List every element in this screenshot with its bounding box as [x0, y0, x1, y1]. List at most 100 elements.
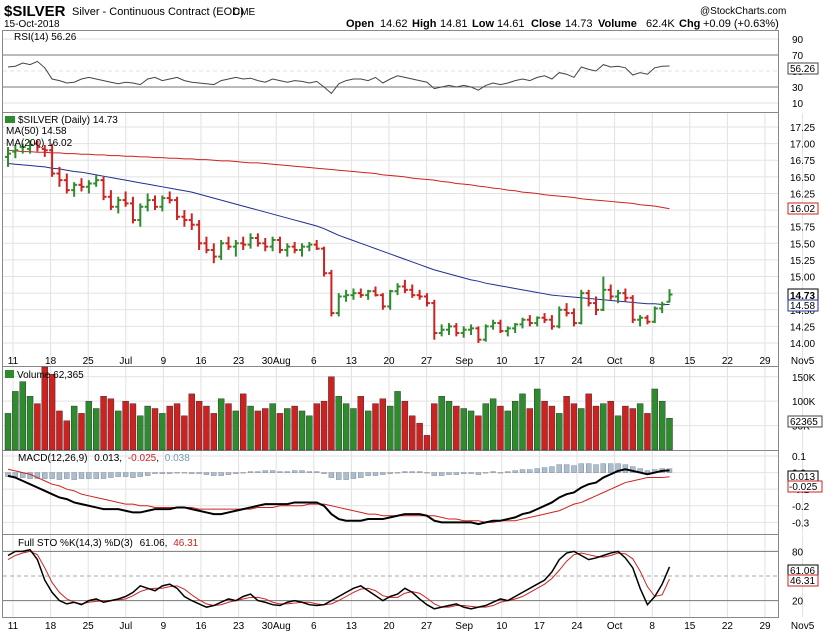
macd-histogram-bar [549, 466, 555, 473]
ohlc-bar [225, 236, 232, 250]
volume-bar [416, 422, 423, 451]
x-tick-label: 30Aug [262, 356, 291, 367]
volume-bar [4, 413, 12, 451]
ohlc-bar [460, 326, 467, 338]
price-tick-label: 15.75 [790, 223, 815, 234]
x-tick-label: 16 [195, 356, 207, 367]
price-tick-label: 17.00 [790, 140, 815, 151]
volume-bar [651, 388, 658, 451]
volume-legend-swatch [5, 370, 14, 378]
volume-bar [284, 408, 291, 451]
volume-label: Volume [598, 18, 637, 30]
ohlc-bar [475, 326, 482, 343]
macd-histogram-bar [519, 469, 526, 473]
ohlc-bar [343, 289, 350, 302]
price-tick-label: 14.00 [790, 339, 815, 350]
ohlc-bar [534, 316, 541, 327]
macd-histogram-bar [255, 471, 261, 473]
ohlc-bar [188, 213, 195, 231]
svg-text:56.26: 56.26 [790, 64, 815, 75]
ohlc-bar [637, 315, 644, 327]
x-tick-label: Jul [119, 621, 132, 632]
x-tick-label: 23 [233, 356, 245, 367]
x-tick-label: 17 [534, 621, 546, 632]
volume-bar [379, 398, 387, 451]
ohlc-bar [63, 173, 70, 194]
macd-histogram-bar [86, 472, 92, 479]
rsi-tick-label: 90 [792, 35, 804, 46]
open-value: 14.62 [380, 18, 408, 30]
volume-bar [666, 418, 673, 451]
svg-text:Full STO %K(14,3) %D(3): Full STO %K(14,3) %D(3) 61.06, 46.31 [18, 538, 199, 549]
ma50-value-box: 14.58 [787, 299, 819, 312]
x-tick-label: 11 [8, 621, 19, 632]
ohlc-bar [137, 203, 144, 227]
macd-histogram-bar [12, 472, 19, 477]
chart-date: 15-Oct-2018 [4, 19, 60, 30]
macd-histogram-bar [563, 464, 570, 473]
ohlc-bar [497, 319, 504, 334]
x-tick-label: 29 [759, 356, 771, 367]
chg-label: Chg [679, 18, 700, 30]
volume-bar [460, 408, 467, 451]
volume-bar [85, 400, 93, 451]
x-tick-label: 6 [311, 356, 317, 367]
macd-tick-label: 0.1 [792, 452, 806, 463]
ohlc-bar [34, 140, 41, 152]
macd-histogram-bar [269, 470, 276, 473]
volume-bar [607, 400, 614, 451]
volume-bar [629, 408, 636, 451]
macd-histogram-bar [483, 472, 489, 474]
ohlc-bar [262, 237, 269, 252]
volume-bar [622, 405, 629, 451]
volume-bar [151, 408, 159, 451]
volume-bar [563, 396, 570, 451]
volume-bar [578, 408, 585, 451]
macd-histogram-bar [78, 472, 85, 479]
x-tick-label: 16 [195, 621, 207, 632]
ohlc-bar [541, 313, 548, 324]
macd-histogram-bar [461, 472, 467, 474]
ohlc-bar [144, 193, 151, 212]
ohlc-bar [78, 178, 85, 192]
rsi-tick-label: 30 [792, 83, 804, 94]
ohlc-bar [291, 241, 298, 254]
macd-legend: MACD(12,26,9) 0.013, -0.025, 0.038 [18, 453, 190, 464]
sto-legend-k: 61.06 [140, 538, 165, 549]
volume-bar [431, 403, 438, 451]
rsi-tick-label: 70 [792, 51, 804, 62]
macd-legend-prefix: MACD(12,26,9) [18, 453, 87, 464]
volume-bar [122, 400, 129, 451]
volume-bar [467, 410, 475, 451]
ohlc-bar [196, 220, 203, 250]
sto-d-line [7, 550, 670, 608]
volume-bar [526, 408, 534, 451]
low-label: Low [472, 18, 494, 30]
volume-bar [504, 410, 511, 451]
ohlc-bar [181, 210, 188, 227]
macd-histogram-bar [527, 469, 533, 473]
volume-bar [12, 391, 19, 451]
ohlc-bar [306, 241, 313, 252]
macd-histogram-bar [328, 472, 335, 478]
volume-bar [225, 403, 232, 451]
volume-bar [342, 403, 350, 451]
volume-bar [63, 420, 70, 451]
volume-bar [600, 403, 607, 451]
chart-marks [4, 60, 673, 610]
x-tick-label: 8 [649, 356, 655, 367]
macd-histogram-bar [152, 472, 158, 474]
x-tick-label: 8 [649, 621, 655, 632]
volume-bar [423, 435, 431, 451]
volume-bar [394, 391, 401, 451]
symbol-title: $SILVER [4, 3, 66, 20]
x-tick-label: 27 [421, 356, 433, 367]
volume-bar [48, 374, 56, 451]
ohlc-bar [622, 288, 629, 302]
ohlc-bar [49, 143, 56, 177]
ohlc-bar [593, 296, 599, 316]
copyright-label: @StockCharts.com [700, 6, 786, 17]
macd-histogram-bar [608, 463, 614, 473]
volume-legend: Volume 62,365 [17, 370, 84, 381]
volume-bar [556, 413, 563, 451]
